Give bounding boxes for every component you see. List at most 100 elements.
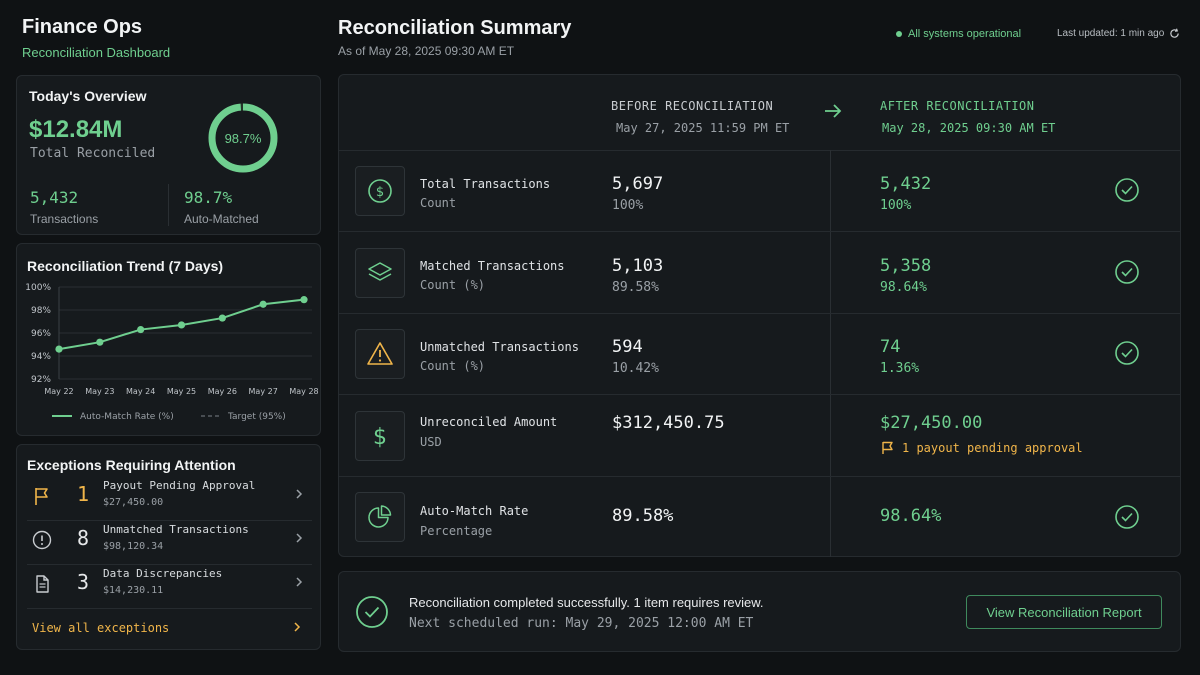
last-updated: Last updated: 1 min ago (1057, 28, 1180, 39)
layers-icon (368, 262, 392, 281)
check-circle-icon (1115, 260, 1139, 284)
brand: Finance Ops Reconciliation Dashboard (22, 16, 170, 60)
after-value: 5,358 (880, 256, 932, 276)
document-icon (36, 575, 49, 593)
y-tick-label: 98% (31, 306, 51, 316)
row-divider (339, 231, 1180, 232)
after-percent: 98.64% (880, 280, 927, 295)
transactions-stat: 5,432 Transactions (30, 188, 98, 226)
row-divider (339, 313, 1180, 314)
exception-amount: $27,450.00 (103, 497, 164, 508)
data-point (177, 321, 186, 329)
chevron-right-icon (296, 489, 303, 499)
x-axis-ticks: May 22 May 23 May 24 May 25 May 26 May 27 May … (44, 387, 318, 396)
check-circle-icon (356, 596, 388, 628)
pending-approval-note: 1 payout pending approval (902, 441, 1083, 455)
row-unit: Percentage (420, 524, 493, 538)
chevron-right-icon (296, 533, 303, 543)
automatched-label: Auto-Matched (184, 212, 259, 226)
row-unit: USD (420, 435, 442, 449)
row-label: Unreconciled Amount (420, 415, 558, 429)
after-percent: 1.36% (880, 361, 920, 376)
exception-name: Payout Pending Approval (103, 479, 256, 492)
after-value: $27,450.00 (880, 413, 983, 433)
summary-row-total-transactions: $ Total Transactions Count 5,697 100% 5,… (339, 150, 1180, 231)
data-point (259, 300, 267, 308)
svg-text:$: $ (373, 425, 387, 450)
transactions-value: 5,432 (30, 188, 79, 207)
warning-icon (367, 342, 393, 365)
chevron-right-icon[interactable] (292, 620, 302, 634)
chevron-right-icon (296, 577, 303, 587)
flag-icon (35, 488, 48, 505)
arrow-right-icon (825, 104, 842, 118)
before-percent: 10.42% (612, 361, 659, 376)
data-point (218, 314, 226, 322)
after-time: May 28, 2025 09:30 AM ET (882, 121, 1056, 135)
next-run-message: Next scheduled run: May 29, 2025 12:00 A… (409, 616, 754, 631)
exception-row-payout[interactable]: 1 Payout Pending Approval $27,450.00 (27, 477, 312, 521)
legend-series-label: Auto-Match Rate (%) (80, 412, 174, 422)
automatched-value: 98.7% (184, 188, 233, 207)
exception-row-discrepancies[interactable]: 3 Data Discrepancies $14,230.11 (27, 565, 312, 609)
row-unit: Count (420, 196, 457, 210)
x-tick-label: May 22 (44, 387, 73, 396)
y-tick-label: 100% (25, 283, 51, 293)
y-tick-label: 96% (31, 329, 51, 339)
exception-amount: $14,230.11 (103, 585, 164, 596)
system-status: All systems operational (896, 28, 1021, 40)
reconciliation-summary-table: BEFORE RECONCILIATION May 27, 2025 11:59… (338, 74, 1181, 557)
after-value: 98.64% (880, 506, 942, 526)
overview-card: Today's Overview $12.84M Total Reconcile… (16, 75, 321, 235)
completion-message: Reconciliation completed successfully. 1… (409, 595, 764, 610)
after-value: 5,432 (880, 174, 932, 194)
x-tick-label: May 26 (208, 387, 237, 396)
row-label: Total Transactions (420, 177, 551, 191)
before-value: 5,103 (612, 256, 664, 276)
after-column-header: AFTER RECONCILIATION May 28, 2025 09:30 … (880, 99, 1055, 135)
check-circle-icon (1115, 341, 1139, 365)
before-value: 594 (612, 337, 643, 357)
series-points (55, 296, 308, 353)
row-icon-box (355, 248, 405, 298)
after-value: 74 (880, 337, 901, 357)
exception-name: Data Discrepancies (103, 567, 223, 580)
trend-title: Reconciliation Trend (7 Days) (27, 258, 224, 274)
row-unit: Count (%) (420, 359, 486, 373)
column-divider (830, 150, 831, 557)
x-tick-label: May 28 (289, 387, 318, 396)
before-percent: 89.58% (612, 280, 659, 295)
status-text: All systems operational (908, 28, 1022, 40)
x-tick-label: May 23 (85, 387, 114, 396)
dollar-circle-icon: $ (368, 179, 392, 203)
exceptions-card: Exceptions Requiring Attention 1 Payout … (16, 444, 321, 650)
refresh-icon[interactable] (1169, 28, 1180, 39)
ring-progress (208, 103, 278, 173)
completion-banner: Reconciliation completed successfully. 1… (338, 571, 1181, 652)
before-value: 5,697 (612, 174, 664, 194)
before-column-header: BEFORE RECONCILIATION May 27, 2025 11:59… (611, 99, 789, 135)
before-time: May 27, 2025 11:59 PM ET (616, 121, 790, 135)
data-point (96, 338, 104, 346)
after-percent: 100% (880, 198, 912, 213)
trend-chart: 100%98%96%94%92% May 22 May 23 May 24 May 2… (25, 283, 318, 422)
row-unit: Count (%) (420, 278, 486, 292)
total-reconciled-amount: $12.84M (29, 116, 123, 143)
exception-row-unmatched[interactable]: 8 Unmatched Transactions $98,120.34 (27, 521, 312, 565)
transactions-label: Transactions (30, 212, 99, 226)
exception-amount: $98,120.34 (103, 541, 164, 552)
info-icon (32, 530, 52, 550)
y-axis-ticks: 100% 98% 96% 94% 92% (25, 283, 51, 385)
dollar-icon: $ (373, 425, 387, 450)
chart-grid (58, 286, 312, 380)
view-all-exceptions-link[interactable]: View all exceptions (32, 621, 170, 635)
automatched-stat: 98.7% Auto-Matched (184, 188, 259, 226)
exceptions-title: Exceptions Requiring Attention (27, 457, 236, 473)
view-report-button[interactable]: View Reconciliation Report (966, 595, 1162, 629)
row-icon-box (355, 492, 405, 542)
last-updated-text: Last updated: 1 min ago (1057, 28, 1165, 39)
check-circle-icon (1115, 505, 1139, 529)
exception-count: 8 (77, 526, 90, 550)
row-icon-box (355, 329, 405, 379)
row-label: Matched Transactions (420, 259, 565, 273)
